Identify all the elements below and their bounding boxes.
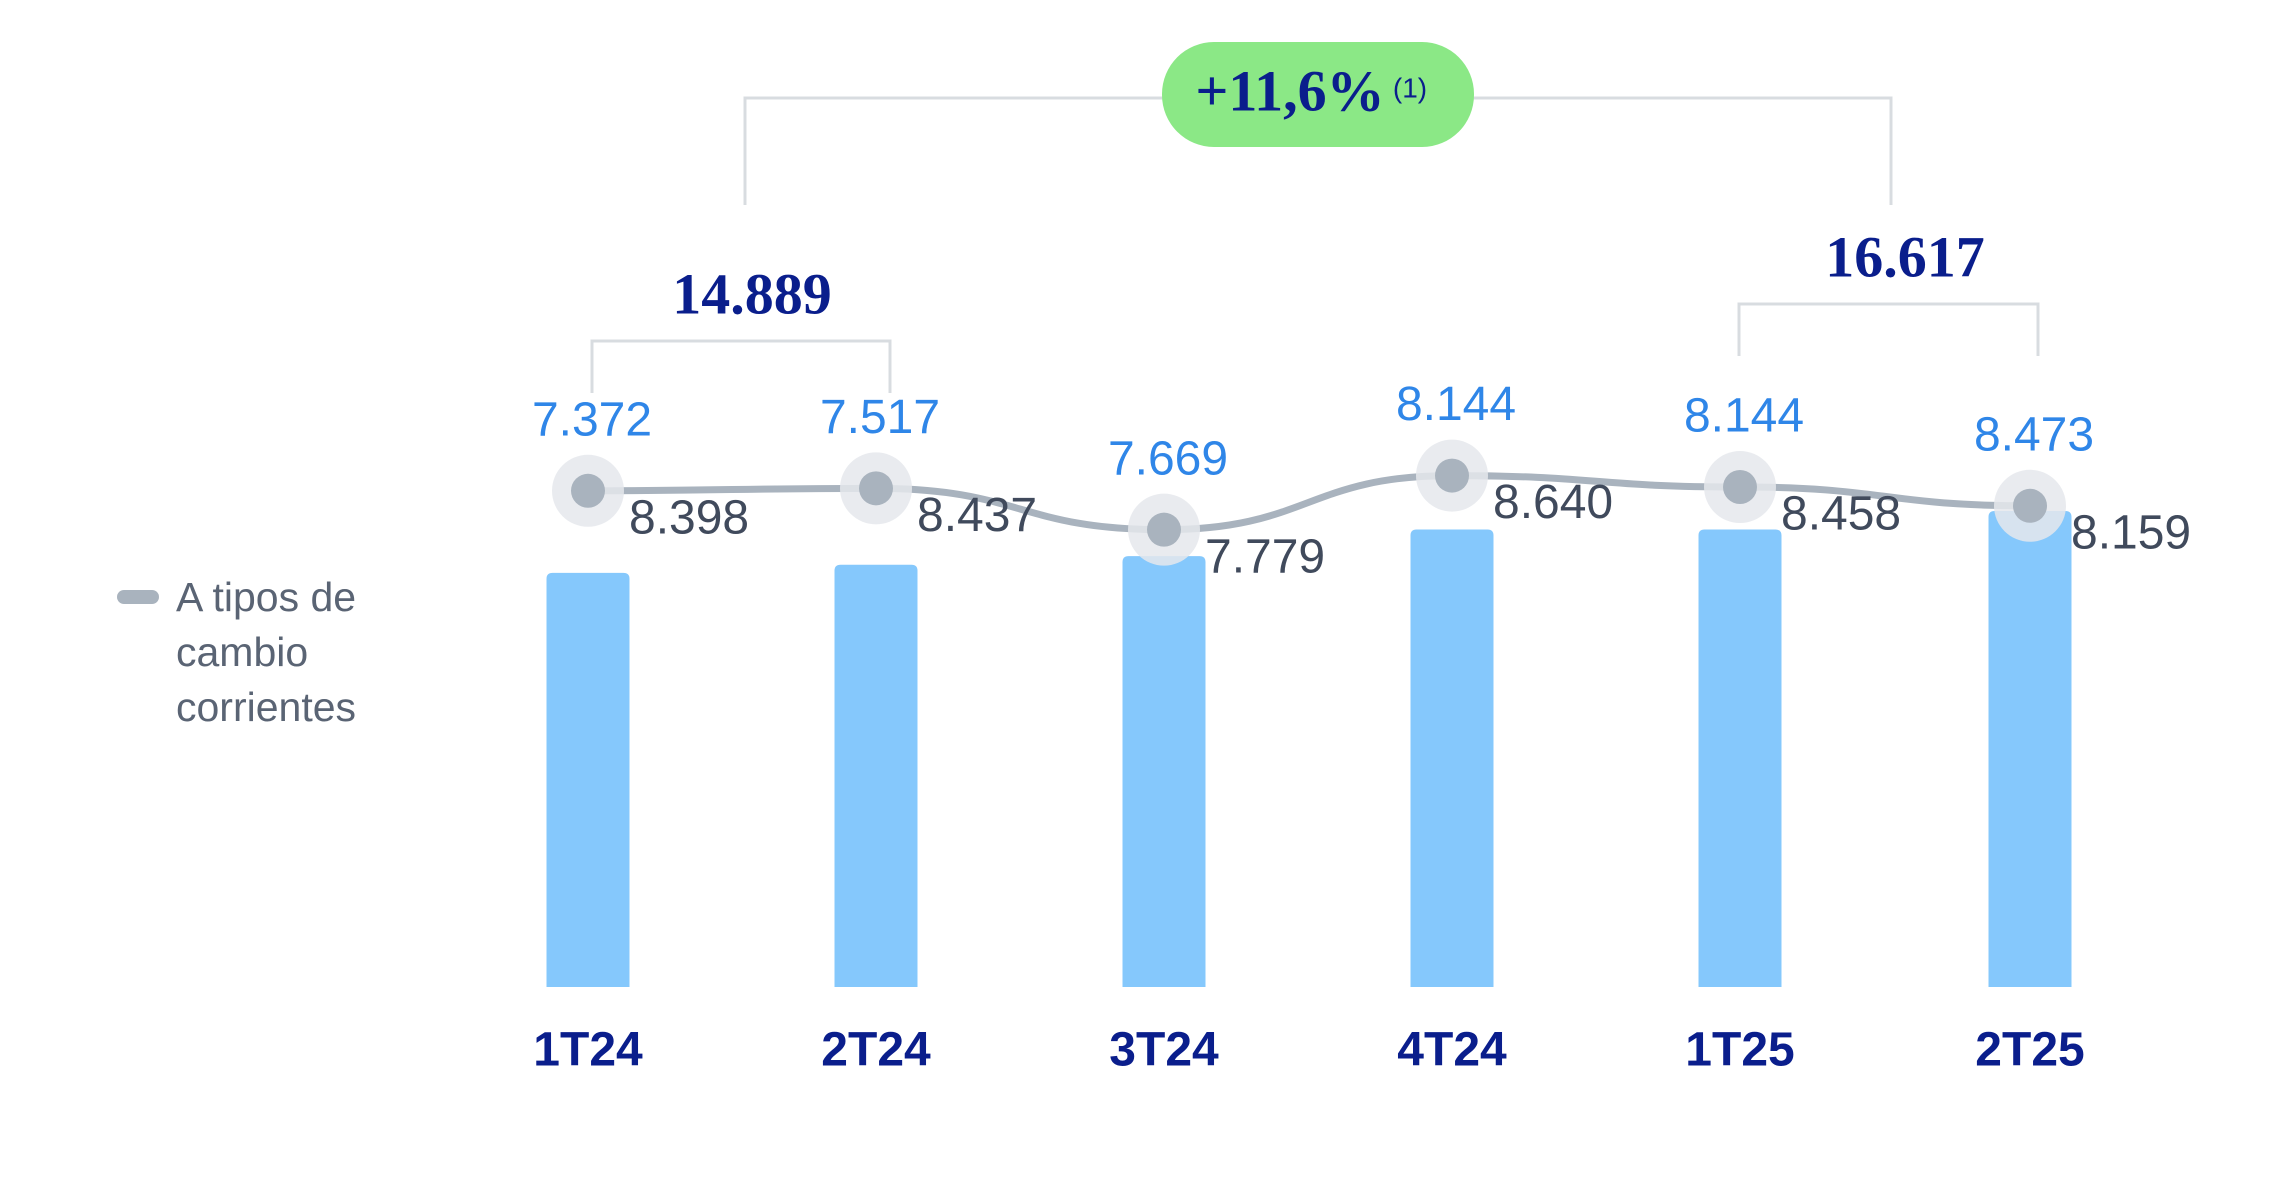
line-value-label: 8.437: [917, 489, 1037, 542]
point: [1147, 512, 1181, 547]
x-tick-label: 1T25: [1685, 1024, 1794, 1077]
line-value-label: 8.159: [2071, 506, 2191, 559]
legend-swatch: [117, 590, 159, 604]
sum-annotation: 16.617: [1825, 224, 1985, 289]
bar-value-label: 8.144: [1684, 390, 1804, 443]
bar-value-label: 7.517: [820, 391, 940, 444]
footnote-ref: (1): [1393, 72, 1427, 103]
bar: [1698, 529, 1782, 987]
bar-value-label: 8.473: [1974, 408, 2094, 461]
bars: [546, 511, 2072, 987]
x-tick-label: 3T24: [1109, 1024, 1219, 1077]
bar: [546, 572, 630, 987]
legend-label: A tipos de cambio corrientes: [176, 574, 357, 730]
x-tick-label: 1T24: [533, 1024, 643, 1077]
line: [587, 472, 2031, 534]
legend: A tipos de cambio corrientes: [176, 574, 357, 730]
bar: [1122, 556, 1206, 987]
point: [571, 473, 605, 508]
bar: [1988, 511, 2072, 987]
line-value-label: 8.398: [629, 491, 749, 544]
line-value-label: 8.458: [1781, 488, 1901, 541]
x-tick-label: 2T25: [1975, 1024, 2084, 1077]
x-tick-label: 2T24: [821, 1024, 931, 1077]
bar-value-label: 8.144: [1396, 378, 1516, 431]
point: [1435, 458, 1469, 493]
sum-annotation: 14.889: [672, 261, 832, 326]
point: [2013, 488, 2047, 523]
line-value-label: 8.640: [1493, 476, 1613, 529]
bar-value-label: 7.669: [1108, 432, 1228, 485]
growth-pill: [1162, 42, 1474, 147]
bar: [1410, 529, 1494, 987]
point: [1723, 470, 1757, 505]
bar: [834, 564, 918, 987]
point: [859, 471, 893, 506]
line-value-label: 7.779: [1205, 530, 1325, 583]
bar-value-label: 7.372: [532, 393, 652, 446]
growth-annotation: +11,6%: [1195, 58, 1384, 123]
x-tick-label: 4T24: [1397, 1024, 1507, 1077]
